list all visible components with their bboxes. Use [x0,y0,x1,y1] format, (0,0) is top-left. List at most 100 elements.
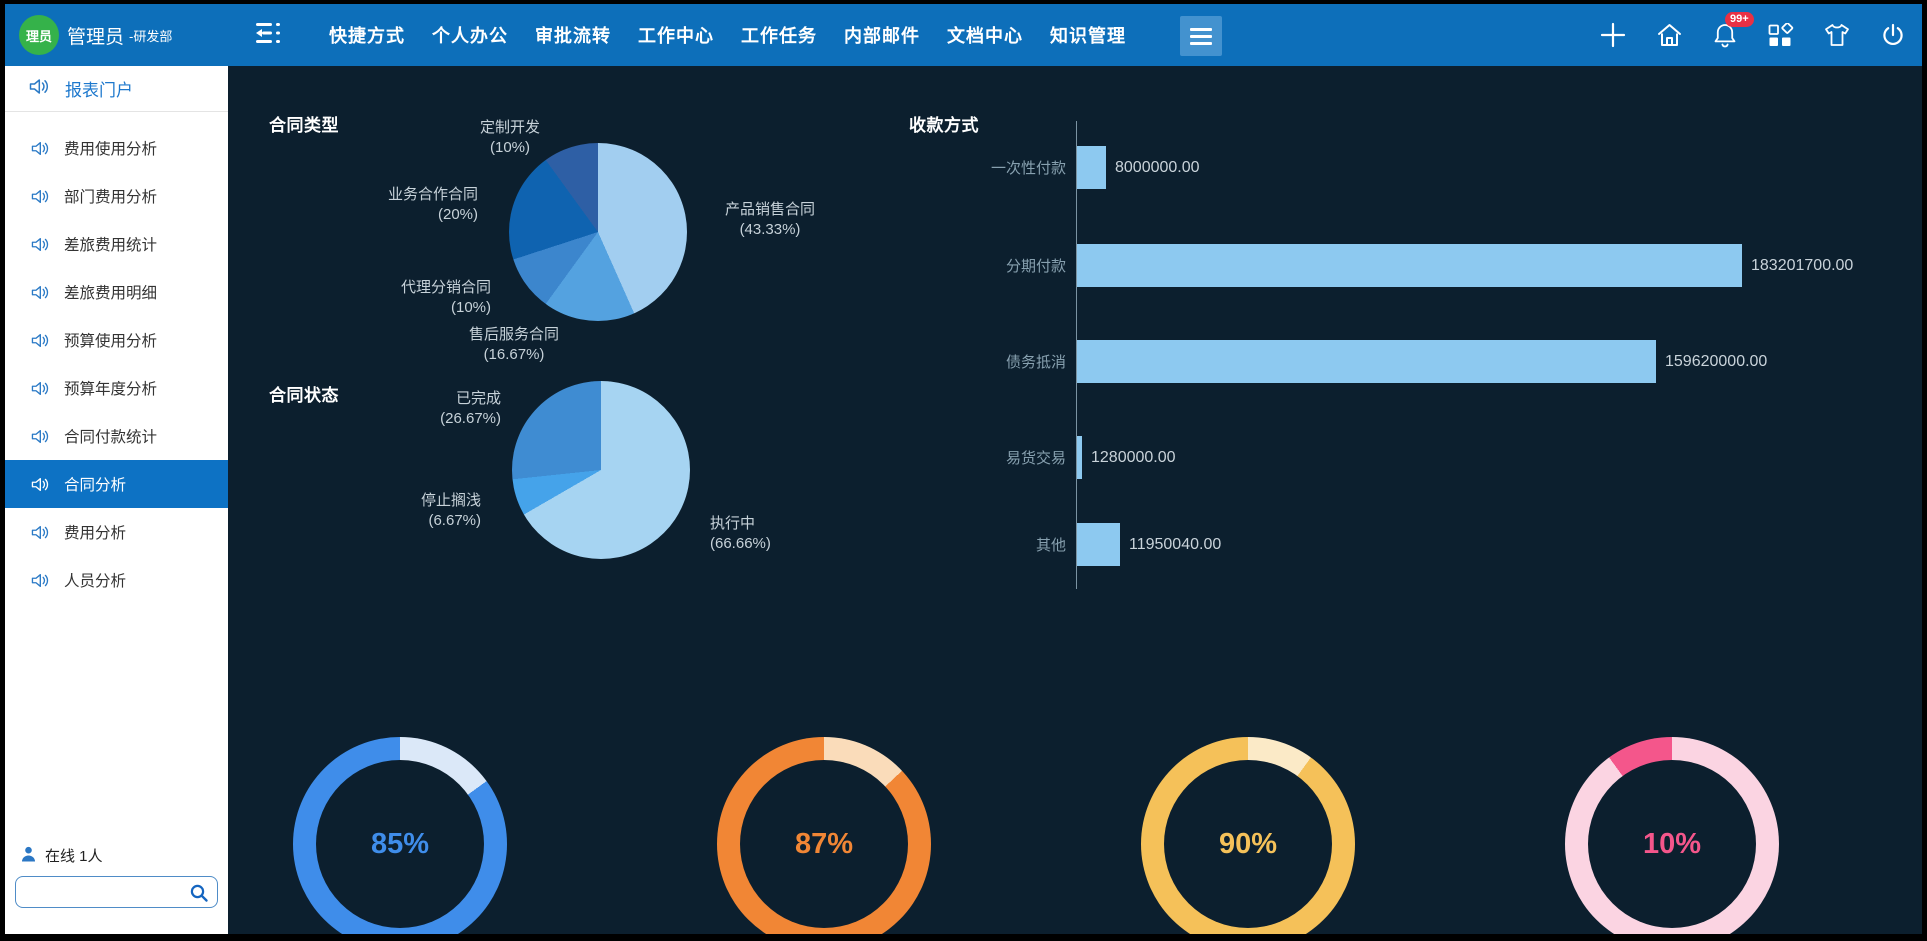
search-icon[interactable] [189,883,209,908]
bar-row: 债务抵消 159620000.00 [916,340,1922,383]
bar-category-label: 债务抵消 [1005,354,1066,371]
bar-row: 分期付款 183201700.00 [916,244,1922,287]
portal-label: 报表门户 [65,81,133,100]
theme-button[interactable] [1823,22,1851,48]
pie-label: 售后服务合同 (16.67%) [468,326,559,363]
logout-button[interactable] [1880,22,1906,49]
bar-value-label: 8000000.00 [1115,158,1200,176]
sidebar-item-travel-detail[interactable]: 差旅费用明细 [5,268,228,316]
notifications-button[interactable]: 99+ [1712,11,1754,49]
bar-chart-axis [1076,121,1077,589]
home-icon [1658,24,1681,46]
speaker-icon [31,428,50,445]
pie-label: 已完成 (26.67%) [440,390,501,427]
sidebar-portal-header[interactable]: 报表门户 [5,66,228,111]
topbar-icon-group: 99+ [1599,4,1906,66]
bar-row: 其他 11950040.00 [916,523,1922,566]
speaker-icon [31,236,50,253]
nav-item-knowledge[interactable]: 知识管理 [1050,26,1126,46]
bar-value-label: 11950040.00 [1129,535,1222,553]
gauge-hole [740,760,908,928]
sidebar-item-department-expense[interactable]: 部门费用分析 [5,172,228,220]
sidebar-item-expense-usage[interactable]: 费用使用分析 [5,124,228,172]
menu-item-label: 费用使用分析 [64,141,158,158]
bar-category-label: 易货交易 [1005,450,1066,467]
search-input[interactable] [16,877,217,907]
progress-gauge-orange: 87% [717,737,931,934]
speaker-icon [31,140,50,157]
menu-item-label: 差旅费用明细 [64,285,158,302]
components-grid-icon [1768,22,1794,46]
avatar[interactable]: 理员 [19,15,59,55]
online-label: 在线 1人 [45,848,103,865]
speaker-icon [29,77,50,101]
bar-fill [1077,340,1656,383]
collapse-menu-button[interactable] [253,4,283,66]
sidebar-item-contract-payment[interactable]: 合同付款统计 [5,412,228,460]
chart-title-payment-method: 收款方式 [909,116,979,135]
gauge-percent-label: 85% [370,827,430,860]
pie-label: 业务合作合同 (20%) [387,186,478,223]
sidebar-item-budget-usage[interactable]: 预算使用分析 [5,316,228,364]
tshirt-icon [1825,24,1849,46]
add-button[interactable] [1599,21,1627,49]
sidebar-item-personnel-analysis[interactable]: 人员分析 [5,556,228,604]
menu-item-label: 部门费用分析 [64,189,158,206]
bar-value-label: 183201700.00 [1751,256,1854,274]
bar-row: 一次性付款 8000000.00 [916,146,1922,189]
apps-button[interactable] [1767,22,1794,48]
sidebar-item-contract-analysis[interactable]: 合同分析 [5,460,228,508]
sidebar-item-expense-analysis[interactable]: 费用分析 [5,508,228,556]
pie-label: 代理分销合同 (10%) [400,279,491,316]
nav-item-worktasks[interactable]: 工作任务 [741,26,817,46]
gauge-hole [316,760,484,928]
divider [5,111,228,112]
bar-category-label: 其他 [1035,537,1066,554]
nav-item-documents[interactable]: 文档中心 [947,26,1023,46]
nav-item-workcenter[interactable]: 工作中心 [638,26,714,46]
pie-label: 产品销售合同 (43.33%) [724,201,815,238]
online-status: 在线 1人 [5,845,228,876]
sidebar: 报表门户 费用使用分析 部门费用分析 差旅费用统计 差旅费用明细 预算使 [5,66,228,934]
speaker-icon [31,572,50,589]
progress-gauge-blue: 85% [293,737,507,934]
dashboard-canvas: 合同类型 合同状态 收款方式 产品销售合同 (43.33%) 定制开发 (10%) … [228,66,1922,934]
home-button[interactable] [1656,22,1683,48]
outdent-menu-icon [253,21,283,50]
progress-gauge-pink: 10% [1565,737,1779,934]
more-menu-button[interactable] [1180,16,1222,56]
gauge-hole [1588,760,1756,928]
nav-item-mail[interactable]: 内部邮件 [844,26,920,46]
user-department: -研发部 [129,28,173,44]
sidebar-search [15,876,218,908]
gauge-percent-label: 90% [1218,827,1278,860]
topbar: 理员 管理员 -研发部 快捷方式 个人办公 审批流转 工 [5,4,1922,66]
power-icon [1883,23,1903,45]
pie-label: 定制开发 (10%) [479,119,540,156]
pie-label: 执行中 (66.66%) [710,515,771,552]
sidebar-item-budget-annual[interactable]: 预算年度分析 [5,364,228,412]
speaker-icon [31,332,50,349]
user-info: 管理员 -研发部 [67,4,172,66]
main-nav: 快捷方式 个人办公 审批流转 工作中心 工作任务 内部邮件 文档中心 知识管理 [329,4,1126,66]
speaker-icon [31,380,50,397]
sidebar-bottom: 在线 1人 [5,845,228,934]
speaker-icon [31,284,50,301]
bar-fill [1077,146,1106,189]
pie-label: 停止搁浅 (6.67%) [420,492,481,529]
nav-item-personal[interactable]: 个人办公 [432,26,508,46]
sidebar-item-travel-stats[interactable]: 差旅费用统计 [5,220,228,268]
chart-title-contract-type: 合同类型 [269,116,339,135]
bar-category-label: 分期付款 [1005,258,1066,275]
menu-item-label: 预算使用分析 [64,333,158,350]
menu-item-label: 合同付款统计 [64,429,158,446]
nav-item-shortcuts[interactable]: 快捷方式 [329,26,405,46]
bar-value-label: 1280000.00 [1091,448,1176,466]
nav-item-approval[interactable]: 审批流转 [535,26,611,46]
progress-gauge-yellow: 90% [1141,737,1355,934]
bar-fill [1077,436,1082,479]
gauge-hole [1164,760,1332,928]
contract-status-pie-chart [512,381,690,559]
bar-category-label: 一次性付款 [990,160,1066,177]
